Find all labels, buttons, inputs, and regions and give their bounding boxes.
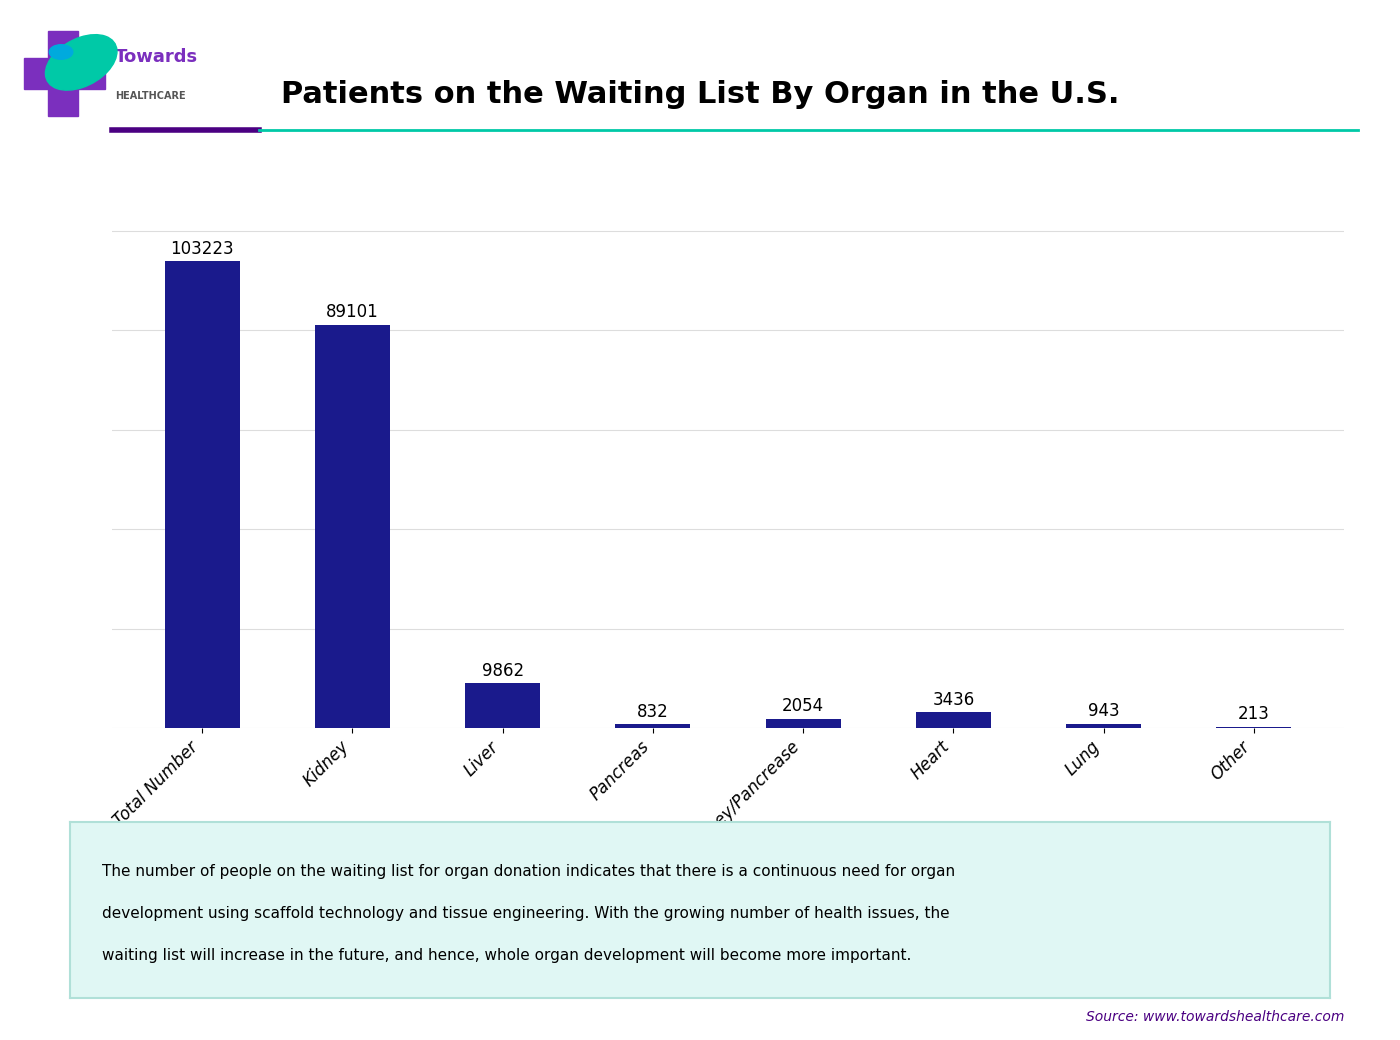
Circle shape xyxy=(49,45,73,59)
Text: waiting list will increase in the future, and hence, whole organ development wil: waiting list will increase in the future… xyxy=(101,948,911,963)
Text: 832: 832 xyxy=(637,703,669,721)
Bar xyxy=(916,712,991,728)
Text: development using scaffold technology and tissue engineering. With the growing n: development using scaffold technology an… xyxy=(101,906,949,921)
Text: Towards: Towards xyxy=(115,48,197,67)
Bar xyxy=(616,724,690,728)
Text: 943: 943 xyxy=(1088,702,1120,720)
Bar xyxy=(165,261,239,728)
Text: HEALTHCARE: HEALTHCARE xyxy=(115,90,185,101)
Bar xyxy=(1065,724,1141,728)
Text: 9862: 9862 xyxy=(482,661,524,680)
Text: Patients on the Waiting List By Organ in the U.S.: Patients on the Waiting List By Organ in… xyxy=(281,80,1119,109)
Text: Source: www.towardshealthcare.com: Source: www.towardshealthcare.com xyxy=(1085,1011,1344,1024)
Bar xyxy=(766,719,840,728)
Text: 213: 213 xyxy=(1238,705,1270,724)
Legend: Patients on the Waiting List By Organ: Patients on the Waiting List By Organ xyxy=(532,880,924,916)
Bar xyxy=(465,683,540,728)
FancyBboxPatch shape xyxy=(24,58,105,89)
Bar xyxy=(315,326,391,728)
Text: 2054: 2054 xyxy=(783,697,825,716)
Text: 103223: 103223 xyxy=(171,239,234,258)
FancyBboxPatch shape xyxy=(48,31,78,116)
Text: The number of people on the waiting list for organ donation indicates that there: The number of people on the waiting list… xyxy=(101,863,955,879)
Text: 89101: 89101 xyxy=(326,304,379,321)
Text: 3436: 3436 xyxy=(932,691,974,709)
Ellipse shape xyxy=(45,34,118,90)
